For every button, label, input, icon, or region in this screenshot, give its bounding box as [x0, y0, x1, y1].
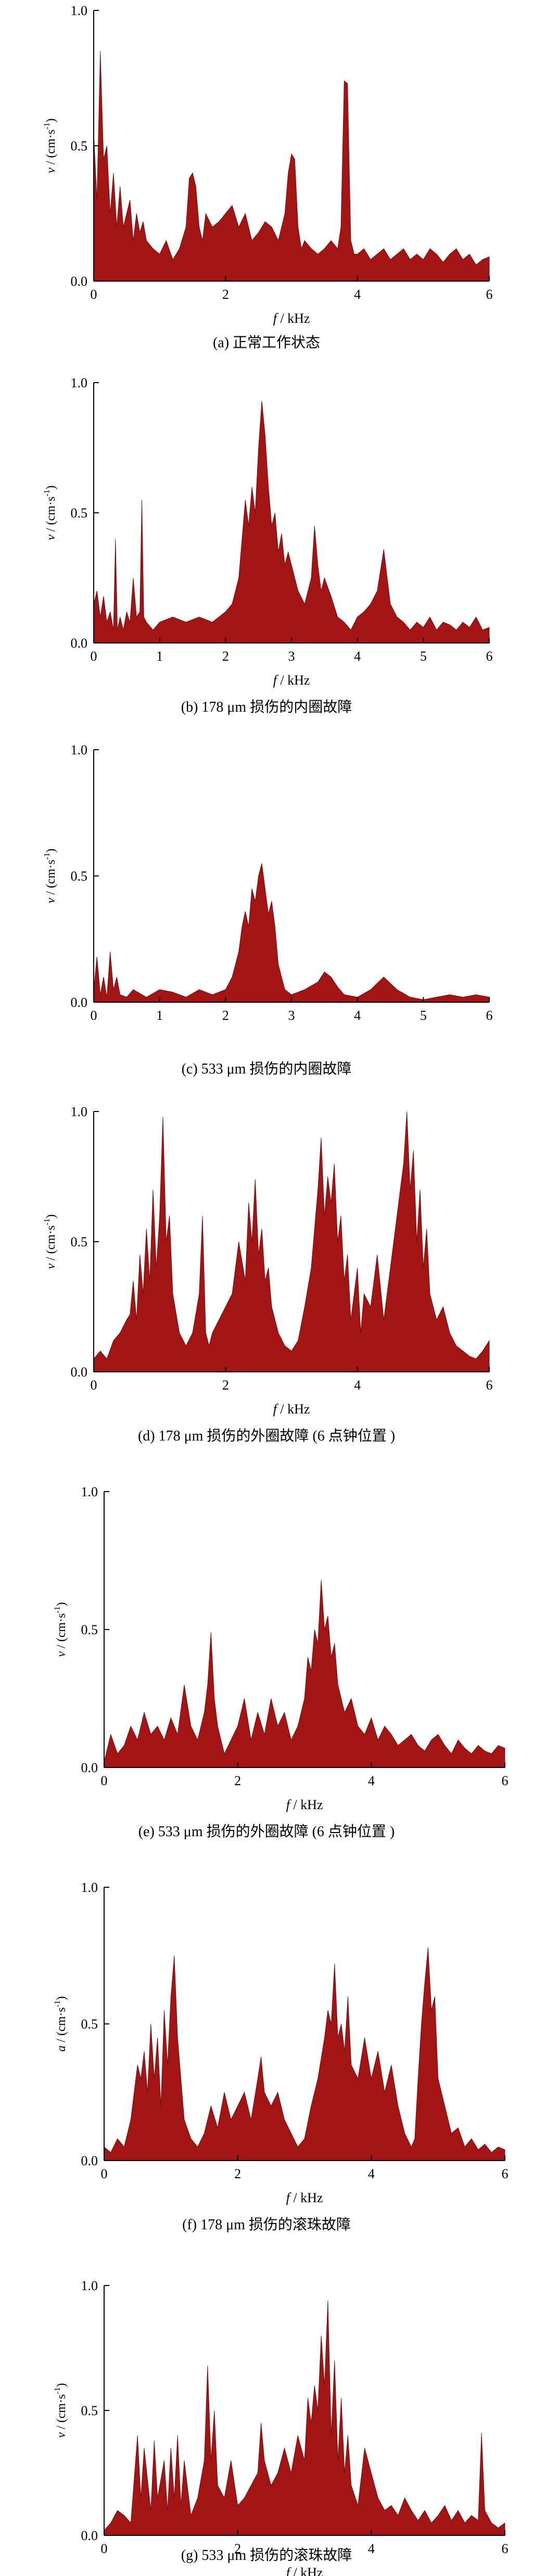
x-tick-label: 6 [486, 1378, 493, 1393]
y-tick-label: 0.0 [81, 2528, 98, 2543]
x-tick-label: 5 [420, 1008, 427, 1023]
y-axis-label: v / (cm·s-1) [43, 1214, 58, 1269]
y-axis-label: v / (cm·s-1) [43, 118, 58, 173]
x-tick-label: 2 [234, 2541, 241, 2556]
x-tick-label: 4 [368, 2541, 375, 2556]
y-tick-label: 1.0 [71, 3, 88, 18]
x-tick-label: 2 [234, 2166, 241, 2181]
x-tick-label: 0 [91, 649, 97, 664]
y-tick-label: 0.0 [71, 636, 88, 651]
series-area [104, 1580, 505, 1768]
y-tick-label: 0.5 [71, 506, 88, 521]
series-area [93, 50, 490, 282]
x-tick-label: 2 [234, 1773, 241, 1788]
y-axis-label: v / (cm·s-1) [43, 849, 58, 903]
y-tick-label: 0.0 [71, 995, 88, 1010]
chart-caption: (b) 178 μm 损伤的内圈故障 [181, 699, 352, 715]
y-axis-label: v / (cm·s-1) [43, 485, 58, 540]
x-axis-label: f / kHz [286, 2190, 323, 2205]
y-tick-label: 0.5 [71, 869, 88, 884]
x-tick-label: 2 [222, 1008, 229, 1023]
x-tick-label: 4 [354, 287, 361, 302]
y-tick-label: 0.5 [71, 138, 88, 154]
x-tick-label: 0 [101, 2166, 108, 2181]
y-tick-label: 0.5 [71, 1234, 88, 1249]
series-area [104, 2300, 505, 2536]
y-tick-label: 1.0 [81, 1484, 98, 1499]
y-tick-label: 1.0 [71, 375, 88, 390]
series-area [93, 400, 490, 643]
y-tick-label: 0.0 [71, 1365, 88, 1380]
y-tick-label: 1.0 [81, 2278, 98, 2293]
y-axis-label: a / (cm·s-1) [53, 1996, 68, 2052]
y-tick-label: 0.5 [81, 2017, 98, 2032]
x-tick-label: 6 [486, 1008, 493, 1023]
x-tick-label: 5 [420, 649, 427, 664]
x-axis-label: f / kHz [286, 2565, 323, 2576]
x-tick-label: 4 [368, 2166, 375, 2181]
series-area [93, 1111, 490, 1372]
series-area [104, 1947, 505, 2161]
y-axis-label: v / (cm·s-1) [53, 1602, 68, 1657]
chart-caption: (e) 533 μm 损伤的外圈故障 (6 点钟位置 ) [138, 1824, 395, 1840]
x-axis-label: f / kHz [273, 1401, 310, 1417]
x-tick-label: 0 [101, 2541, 108, 2556]
x-tick-label: 4 [354, 1378, 361, 1393]
x-tick-label: 6 [502, 2166, 509, 2181]
x-axis-label: f / kHz [273, 311, 310, 326]
x-tick-label: 2 [222, 1378, 229, 1393]
y-tick-label: 0.5 [81, 2403, 98, 2418]
x-tick-label: 2 [222, 287, 229, 302]
x-axis-label: f / kHz [273, 673, 310, 688]
x-tick-label: 3 [288, 1008, 295, 1023]
x-tick-label: 4 [354, 649, 361, 664]
series-area [93, 863, 490, 1003]
chart-caption: (g) 533 μm 损伤的滚珠故障 [181, 2547, 352, 2564]
y-tick-label: 0.0 [81, 1760, 98, 1775]
x-axis-label: f / kHz [286, 1797, 323, 1812]
x-tick-label: 1 [156, 1008, 163, 1023]
x-tick-label: 0 [91, 1008, 97, 1023]
x-tick-label: 3 [288, 649, 295, 664]
x-tick-label: 1 [156, 649, 163, 664]
y-axis-label: v / (cm·s-1) [53, 2383, 68, 2438]
x-tick-label: 4 [354, 1008, 361, 1023]
x-tick-label: 4 [368, 1773, 375, 1788]
chart-caption: (d) 178 μm 损伤的外圈故障 (6 点钟位置 ) [137, 1428, 396, 1444]
y-tick-label: 0.0 [71, 274, 88, 289]
x-tick-label: 0 [91, 287, 97, 302]
y-tick-label: 0.0 [81, 2153, 98, 2168]
x-tick-label: 0 [91, 1378, 97, 1393]
chart-caption: (c) 533 μm 损伤的内圈故障 [181, 1061, 352, 1077]
y-tick-label: 1.0 [71, 1104, 88, 1119]
x-tick-label: 0 [101, 1773, 108, 1788]
y-tick-label: 1.0 [71, 742, 88, 757]
chart-caption: (a) 正常工作状态 [212, 335, 321, 351]
y-tick-label: 1.0 [81, 1880, 98, 1895]
x-tick-label: 2 [222, 649, 229, 664]
chart-caption: (f) 178 μm 损伤的滚珠故障 [182, 2217, 351, 2233]
x-tick-label: 6 [502, 2541, 509, 2556]
x-tick-label: 6 [486, 649, 493, 664]
y-tick-label: 0.5 [81, 1622, 98, 1637]
x-tick-label: 6 [486, 287, 493, 302]
x-tick-label: 6 [502, 1773, 509, 1788]
